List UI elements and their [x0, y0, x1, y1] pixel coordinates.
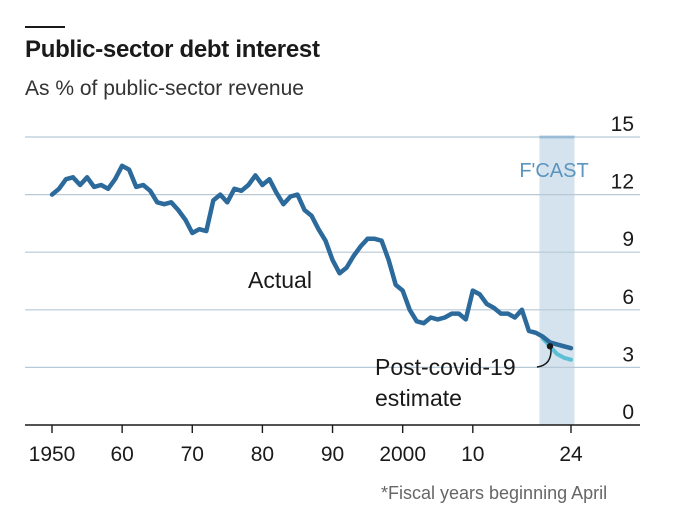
x-tick-label: 80 [251, 443, 274, 466]
x-tick-label: 70 [181, 443, 204, 466]
forecast-band-group: F'CAST [519, 135, 589, 425]
x-tick-label: 2000 [379, 443, 426, 466]
y-tick-label: 3 [622, 343, 634, 366]
y-tick-label: 12 [611, 171, 634, 194]
annotation-leader-line [536, 348, 552, 368]
footnote: *Fiscal years beginning April [381, 483, 608, 503]
annotation-post-covid-estimate: Post-covid-19 estimate [375, 354, 516, 411]
series-line-post-covid-estimate [540, 336, 573, 362]
x-tick-label: 60 [110, 443, 133, 466]
y-tick-label: 9 [622, 228, 634, 251]
series-lines [49, 163, 574, 362]
y-tick-label: 15 [611, 113, 634, 136]
forecast-label: F'CAST [519, 160, 588, 182]
annotation-actual: Actual [248, 267, 312, 293]
series-line-actual [49, 163, 574, 351]
forecast-band [539, 137, 575, 425]
annotations: Actual Post-covid-19 estimate [248, 267, 554, 411]
x-tick-label: 10 [461, 443, 484, 466]
y-tick-label: 0 [622, 401, 634, 424]
chart-subtitle: As % of public-sector revenue [25, 77, 304, 100]
chart-title: Public-sector debt interest [25, 36, 320, 63]
x-tick-label: 24 [559, 443, 583, 466]
x-tick-label: 90 [321, 443, 344, 466]
y-tick-labels: 0 3 6 9 12 15 [611, 113, 634, 424]
annotation-dot [546, 343, 554, 350]
x-tick-label: 1950 [29, 443, 76, 466]
x-axis: 1950 60 70 80 90 2000 10 24 [25, 424, 640, 466]
top-rule [25, 26, 65, 28]
y-tick-label: 6 [622, 286, 634, 309]
